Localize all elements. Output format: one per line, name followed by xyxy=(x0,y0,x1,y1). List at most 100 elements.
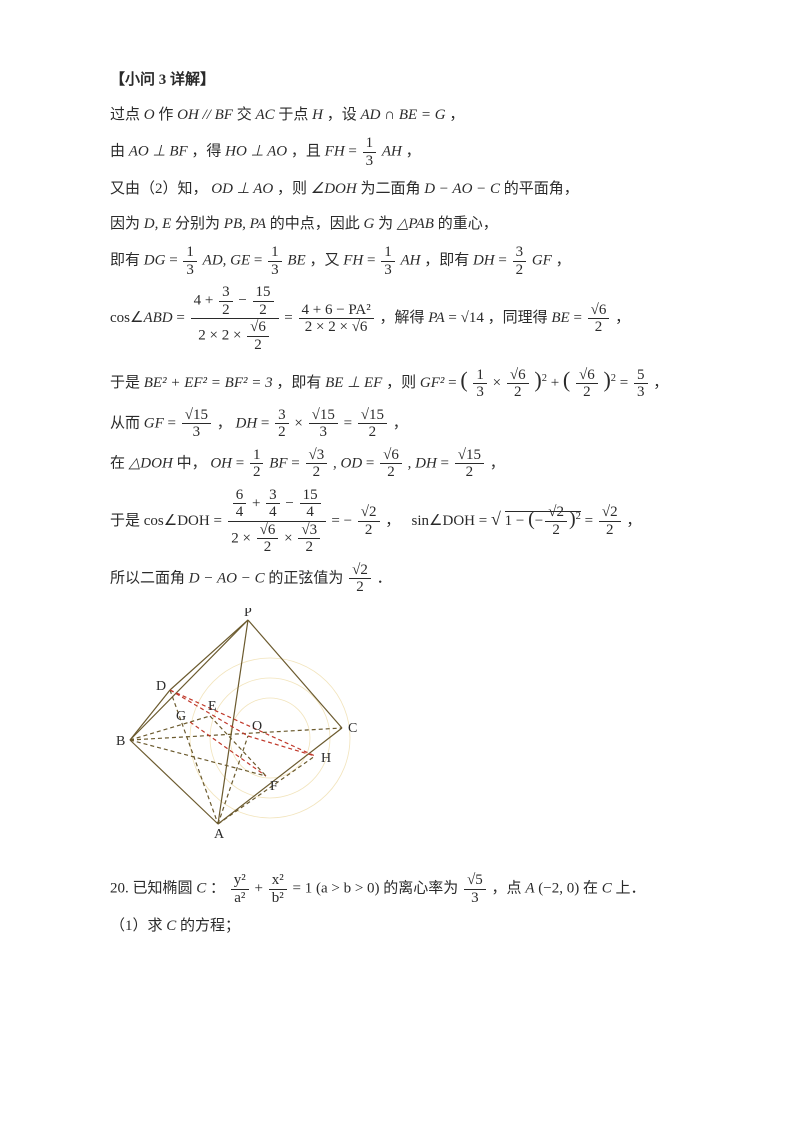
para-8: 从而 GF = √153 ， DH = 32 × √153 = √152 ， xyxy=(110,407,710,441)
eq: = xyxy=(169,252,181,268)
para-4: 因为 D, E 分别为 PB, PA 的中点，因此 G 为 △PAB 的重心， xyxy=(110,210,710,239)
frac: 13 xyxy=(183,244,197,278)
text: ， xyxy=(653,375,668,391)
var: BE xyxy=(287,252,305,268)
var: C xyxy=(602,881,612,897)
var: OH xyxy=(210,455,232,471)
para-9: 在 △DOH 中， OH = 12 BF = √32 , OD = √62 , … xyxy=(110,447,710,481)
frac: 32 xyxy=(513,244,527,278)
text: 又由（2）知， xyxy=(110,181,208,197)
text: （1）求 xyxy=(110,918,163,934)
geometry-figure: PDBCAEGOFH xyxy=(110,608,710,855)
frac: √152 xyxy=(358,407,387,441)
var: C xyxy=(196,881,206,897)
text: 于是 xyxy=(110,375,140,391)
text: 20. 已知椭圆 xyxy=(110,881,193,897)
var: O xyxy=(144,107,155,123)
var: C xyxy=(166,918,176,934)
var: △PAB xyxy=(397,216,434,232)
frac: √32 xyxy=(306,447,328,481)
frac: 12 xyxy=(250,447,264,481)
var: PA xyxy=(428,310,444,326)
var: BE xyxy=(551,310,569,326)
text: ，解得 xyxy=(379,310,424,326)
text: 为 xyxy=(378,216,393,232)
svg-text:O: O xyxy=(252,719,262,734)
text: 的正弦值为 xyxy=(268,570,343,586)
text: ，又 xyxy=(309,252,339,268)
var: AH xyxy=(400,252,420,268)
text: ， xyxy=(393,415,408,431)
para-2: 由 AO ⊥ BF ，得 HO ⊥ AO ，且 FH = 13 AH ， xyxy=(110,135,710,169)
var: BF xyxy=(269,455,287,471)
cos: cos∠DOH xyxy=(144,513,210,529)
frac: 13 xyxy=(473,367,487,401)
var: AD xyxy=(203,252,223,268)
frac: 53 xyxy=(634,367,648,401)
var: AH xyxy=(382,143,402,159)
para-10: 于是 cos∠DOH = 64 + 34 − 154 2 × √62 × √32… xyxy=(110,487,710,556)
frac: √22 xyxy=(358,504,380,538)
problem-20: 20. 已知椭圆 C ： y²a² + x²b² = 1 (a > b > 0)… xyxy=(110,872,710,906)
cond: = 1 (a > b > 0) xyxy=(293,881,380,897)
var: A xyxy=(525,881,534,897)
frac: 13 xyxy=(268,244,282,278)
text: 的离心率为 xyxy=(383,881,458,897)
var: AD ∩ BE = G xyxy=(361,107,446,123)
svg-text:F: F xyxy=(270,779,278,794)
frac: √62 xyxy=(507,367,529,401)
text: ， xyxy=(626,513,641,529)
var: OD xyxy=(341,455,363,471)
text: ，得 xyxy=(191,143,221,159)
text: ， xyxy=(556,252,571,268)
svg-text:E: E xyxy=(208,699,217,714)
frac-1-3: 13 xyxy=(363,135,377,169)
problem-20-sub1: （1）求 C 的方程； xyxy=(110,912,710,941)
frac: √62 xyxy=(588,302,610,336)
text: 在 xyxy=(110,455,125,471)
var: DH xyxy=(235,415,257,431)
para-7: 于是 BE² + EF² = BF² = 3 ，即有 BE ⊥ EF ，则 GF… xyxy=(110,359,710,401)
text: 由 xyxy=(110,143,125,159)
pt: (−2, 0) xyxy=(538,881,579,897)
text: ： xyxy=(210,881,225,897)
frac: √62 xyxy=(576,367,598,401)
frac: √22 xyxy=(599,504,621,538)
var: PB, PA xyxy=(224,216,266,232)
eq: = xyxy=(348,143,360,159)
text: 的中点，因此 xyxy=(270,216,360,232)
text: 作 xyxy=(158,107,173,123)
text: 中， xyxy=(177,455,207,471)
var: D − AO − C xyxy=(189,570,265,586)
var: DH xyxy=(415,455,437,471)
frac: √22 xyxy=(349,562,371,596)
text: 从而 xyxy=(110,415,140,431)
frac: 32 xyxy=(275,407,289,441)
text: ，则 xyxy=(386,375,416,391)
para-1: 过点 O 作 OH // BF 交 AC 于点 H ，设 AD ∩ BE = G… xyxy=(110,101,710,130)
text: 所以二面角 xyxy=(110,570,185,586)
text: ，点 xyxy=(492,881,522,897)
var: G xyxy=(364,216,375,232)
big-frac-2: 64 + 34 − 154 2 × √62 × √32 xyxy=(228,487,326,556)
var: D − AO − C xyxy=(424,181,500,197)
frac: √53 xyxy=(464,872,486,906)
text: 过点 xyxy=(110,107,140,123)
text: 的平面角， xyxy=(504,181,579,197)
plus: + xyxy=(255,881,267,897)
svg-text:H: H xyxy=(321,751,331,766)
var: FH xyxy=(343,252,363,268)
text: ． xyxy=(377,570,392,586)
var: FH xyxy=(325,143,345,159)
svg-text:A: A xyxy=(214,827,225,842)
text: 于是 xyxy=(110,513,140,529)
svg-text:D: D xyxy=(156,679,166,694)
text: ， xyxy=(449,107,464,123)
text: 即有 xyxy=(110,252,140,268)
para-3: 又由（2）知， OD ⊥ AO ，则 ∠DOH 为二面角 D − AO − C … xyxy=(110,175,710,204)
var: OD ⊥ AO xyxy=(211,181,273,197)
svg-text:G: G xyxy=(176,709,186,724)
frac: √152 xyxy=(455,447,484,481)
text: ，即有 xyxy=(276,375,321,391)
var: H xyxy=(312,107,323,123)
